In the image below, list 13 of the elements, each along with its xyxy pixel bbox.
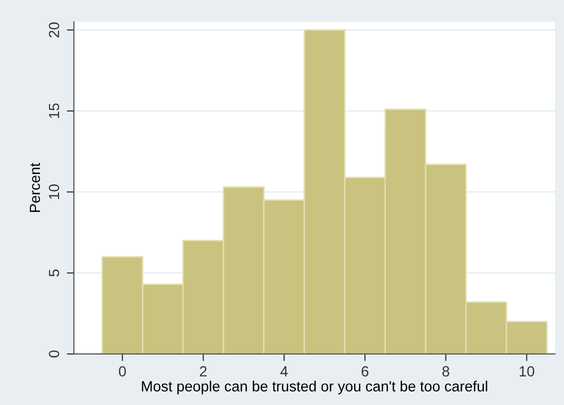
- y-tick-label: 15: [49, 103, 60, 118]
- x-tick-label: 10: [520, 366, 534, 376]
- x-tick-label: 2: [200, 366, 207, 376]
- y-axis-title: Percent: [30, 162, 40, 212]
- y-tick-label: 0: [48, 350, 60, 358]
- x-tick-label: 6: [362, 366, 368, 376]
- x-tick-label: 8: [442, 366, 450, 376]
- x-tick-label: 0: [118, 366, 126, 376]
- x-tick-label: 4: [280, 366, 288, 376]
- x-axis-title: Most people can be trusted or you can't be too careful: [142, 380, 488, 394]
- y-tick-label: 5: [49, 270, 60, 276]
- y-tick-label: 10: [48, 184, 60, 199]
- y-tick-label: 20: [48, 22, 60, 38]
